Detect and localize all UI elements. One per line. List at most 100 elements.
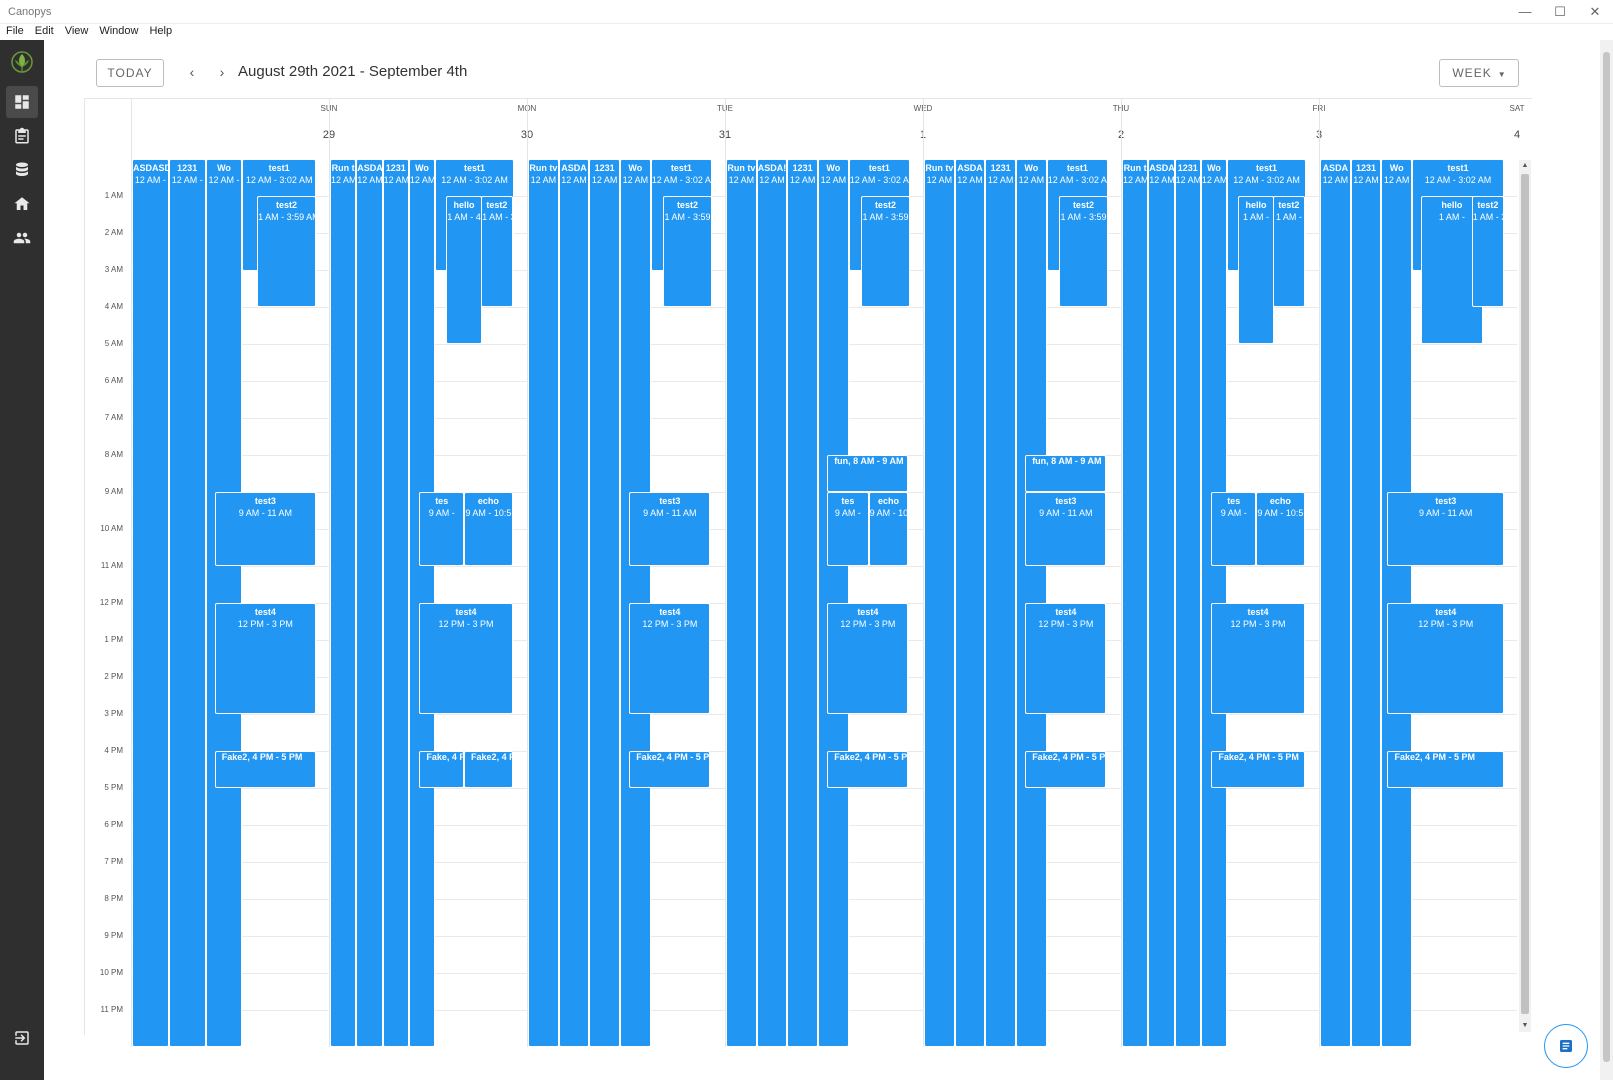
view-select-button[interactable]: WEEK ▼: [1439, 59, 1519, 87]
calendar-event[interactable]: Run t 12 AM: [1122, 159, 1148, 1047]
calendar-event[interactable]: ASDA 12 AM: [1148, 159, 1174, 1047]
menu-view[interactable]: View: [59, 24, 94, 37]
previous-week-button[interactable]: ‹: [185, 64, 199, 82]
event-title: Run tv: [727, 160, 756, 174]
dashboard-nav[interactable]: [6, 86, 38, 118]
calendar-event[interactable]: ASDA! 12 AM: [757, 159, 788, 1047]
event-title: test1: [652, 160, 711, 174]
calendar-event[interactable]: test4 12 PM - 3 PM: [629, 603, 710, 714]
calendar-event[interactable]: echo 9 AM - 10:5: [464, 492, 513, 566]
scroll-up-icon[interactable]: ▲: [1519, 160, 1531, 172]
next-week-button[interactable]: ›: [215, 64, 229, 82]
event-time: 12 PM - 3 PM: [1026, 618, 1105, 630]
calendar-event[interactable]: hello 1 AM - 4: [446, 196, 483, 344]
menu-edit[interactable]: Edit: [29, 24, 59, 37]
scrollbar-thumb[interactable]: [1521, 174, 1529, 1014]
calendar-event[interactable]: ASDA 12 AM: [1320, 159, 1351, 1047]
event-time: 12 AM - 3:02 A: [850, 174, 909, 186]
calendar-event[interactable]: test4 12 PM - 3 PM: [827, 603, 908, 714]
calendar-event[interactable]: 1231 12 AM -: [169, 159, 206, 1047]
hour-label: 10 AM: [85, 524, 123, 533]
calendar-scrollbar[interactable]: ▲ ▼: [1519, 160, 1531, 1032]
calendar-event[interactable]: test4 12 PM - 3 PM: [419, 603, 512, 714]
event-title: echo: [465, 493, 512, 507]
calendar-event[interactable]: fun, 8 AM - 9 AM: [1025, 455, 1106, 492]
calendar-event[interactable]: tes 9 AM -: [827, 492, 868, 566]
calendar-event[interactable]: echo 9 AM - 10: [869, 492, 909, 566]
day-header: FRI3: [1121, 99, 1319, 159]
event-time: 1 AM - 3:59 AM: [258, 211, 315, 223]
day-number[interactable]: 4: [1419, 129, 1613, 141]
event-time: 12 PM - 3 PM: [1388, 618, 1503, 630]
calendar-event[interactable]: Run t 12 AM: [330, 159, 356, 1047]
database-nav[interactable]: [6, 154, 38, 186]
calendar-event[interactable]: test3 9 AM - 11 AM: [215, 492, 316, 566]
event-title: Wo: [819, 160, 848, 174]
calendar-event[interactable]: fun, 8 AM - 9 AM: [827, 455, 908, 492]
minimize-button[interactable]: —: [1510, 3, 1540, 21]
event-time: 12 PM - 3 PM: [1212, 618, 1303, 630]
calendar-event[interactable]: Run tv 12 AM: [528, 159, 559, 1047]
calendar-event[interactable]: test2 1 AM - 3:59: [861, 196, 910, 307]
calendar-event[interactable]: ASDA 12 AM: [955, 159, 986, 1047]
calendar-event[interactable]: test4 12 PM - 3 PM: [1025, 603, 1106, 714]
calendar-event[interactable]: 1231 12 AM: [589, 159, 620, 1047]
calendar-event[interactable]: tes 9 AM -: [419, 492, 464, 566]
calendar-event[interactable]: hello 1 AM -: [1238, 196, 1275, 344]
calendar-event[interactable]: ASDA 12 AM: [356, 159, 382, 1047]
calendar-event[interactable]: Run tv 12 AM: [726, 159, 757, 1047]
notes-fab-button[interactable]: [1544, 1024, 1588, 1068]
window-scrollbar[interactable]: [1600, 40, 1613, 1080]
calendar-event[interactable]: test2 1 AM - 3:: [1472, 196, 1504, 307]
calendar-event[interactable]: test4 12 PM - 3 PM: [215, 603, 316, 714]
calendar-event[interactable]: 1231 12 AM: [985, 159, 1016, 1047]
maximize-button[interactable]: ☐: [1545, 3, 1575, 21]
menu-help[interactable]: Help: [143, 24, 177, 37]
calendar-event[interactable]: test2 1 AM -: [1273, 196, 1305, 307]
window-scrollbar-thumb[interactable]: [1603, 52, 1610, 1062]
scroll-down-icon[interactable]: ▼: [1519, 1020, 1531, 1032]
clipboard-nav[interactable]: [6, 120, 38, 152]
home-nav[interactable]: [6, 188, 38, 220]
calendar-event[interactable]: test2 1 AM - 3:59: [663, 196, 712, 307]
calendar-event[interactable]: ASDA 12 AM: [559, 159, 590, 1047]
users-nav[interactable]: [6, 222, 38, 254]
home-icon: [13, 195, 31, 213]
calendar-event[interactable]: test2 1 AM - 3:59 AM: [257, 196, 316, 307]
calendar-event[interactable]: test4 12 PM - 3 PM: [1211, 603, 1304, 714]
close-button[interactable]: ✕: [1580, 3, 1610, 21]
event-title: Fake2, 4 PM - 5 PM: [1394, 751, 1475, 762]
event-title: test2: [258, 197, 315, 211]
calendar-event[interactable]: 1231 12 AM: [1351, 159, 1382, 1047]
calendar-event[interactable]: Fake, 4 PM: [419, 751, 464, 788]
calendar-event[interactable]: test3 9 AM - 11 AM: [1387, 492, 1504, 566]
calendar-event[interactable]: test4 12 PM - 3 PM: [1387, 603, 1504, 714]
event-time: 1 AM - 3:59: [1060, 211, 1107, 223]
calendar-event[interactable]: Fake2, 4 PM - 5 PM: [827, 751, 908, 788]
menu-bar: File Edit View Window Help: [0, 24, 1613, 40]
menu-file[interactable]: File: [0, 24, 29, 37]
calendar-event[interactable]: 1231 12 AM: [1175, 159, 1201, 1047]
calendar-event[interactable]: Fake2, 4 PM - 5 PM: [1211, 751, 1304, 788]
logout-nav[interactable]: [6, 1022, 38, 1054]
calendar-event[interactable]: ASDASD 12 AM -: [132, 159, 169, 1047]
event-time: 12 AM: [819, 174, 848, 186]
calendar-event[interactable]: Fake2, 4 PM: [464, 751, 513, 788]
calendar-event[interactable]: Fake2, 4 PM - 5 PM: [1025, 751, 1106, 788]
calendar-event[interactable]: tes 9 AM -: [1211, 492, 1256, 566]
calendar-event[interactable]: Fake2, 4 PM - 5 PM: [215, 751, 316, 788]
calendar-event[interactable]: echo 9 AM - 10:5: [1256, 492, 1305, 566]
calendar-event[interactable]: Fake2, 4 PM - 5 PM: [629, 751, 710, 788]
event-title: test2: [1473, 197, 1503, 211]
calendar-event[interactable]: test2 1 AM - 3:: [481, 196, 513, 307]
event-time: 12 AM: [1176, 174, 1200, 186]
calendar-event[interactable]: 1231 12 AM: [787, 159, 818, 1047]
calendar-event[interactable]: test3 9 AM - 11 AM: [1025, 492, 1106, 566]
calendar-event[interactable]: Run tv 12 AM: [924, 159, 955, 1047]
today-button[interactable]: TODAY: [96, 59, 164, 87]
menu-window[interactable]: Window: [93, 24, 143, 37]
calendar-event[interactable]: Fake2, 4 PM - 5 PM: [1387, 751, 1504, 788]
calendar-event[interactable]: 1231 12 AM: [383, 159, 409, 1047]
calendar-event[interactable]: test2 1 AM - 3:59: [1059, 196, 1108, 307]
calendar-event[interactable]: test3 9 AM - 11 AM: [629, 492, 710, 566]
